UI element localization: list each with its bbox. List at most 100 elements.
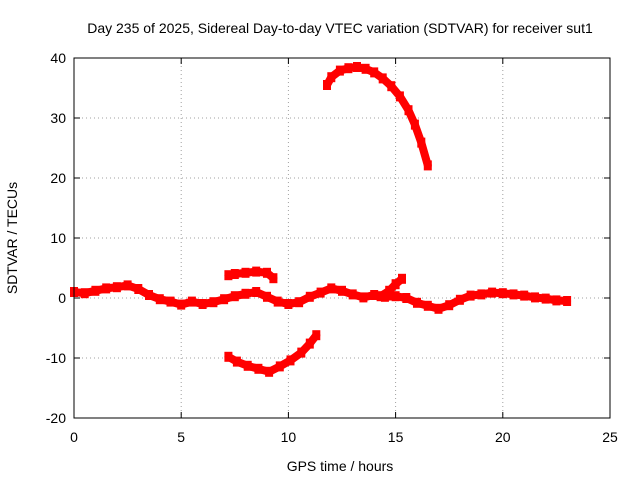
data-point [269,273,278,284]
data-point [155,294,164,305]
data-point [224,351,233,362]
data-point [385,285,394,296]
y-axis-label: SDTVAR / TECUs [4,182,20,294]
x-tick-label: 10 [281,429,297,445]
data-point [370,290,379,300]
data-point [297,347,306,358]
data-point [359,292,368,303]
data-point [402,293,411,303]
grid [74,58,610,418]
data-point [370,67,379,78]
data-point [91,285,100,296]
data-point [509,289,518,300]
data-point [254,363,263,374]
data-point [335,65,344,76]
series-4 [376,273,406,302]
series-line [224,331,321,376]
series-3 [323,62,432,171]
y-tick-label: -10 [46,350,66,366]
data-point [387,81,396,92]
y-tick-label: 20 [50,170,66,186]
data-point [410,119,419,130]
data-point [398,273,406,284]
data-point [243,360,252,371]
data-point [230,269,239,279]
x-tick-label: 25 [602,429,618,445]
data-point [348,289,357,300]
data-point [230,291,239,302]
y-tick-label: 30 [50,110,66,126]
data-point [265,366,274,377]
data-point [498,288,507,299]
data-point [378,73,387,84]
data-point [187,296,196,307]
data-point [275,361,284,372]
data-point [263,291,271,302]
data-point [224,270,233,281]
data-point [327,72,336,83]
data-point [327,283,336,294]
data-point [145,290,153,300]
data-point [563,296,572,306]
series-0 [70,280,572,314]
data-point [391,291,400,302]
data-point [295,297,304,308]
data-point [252,266,261,277]
series-line [323,63,432,170]
series-group [70,62,572,377]
data-point [338,285,346,296]
data-point [323,80,331,90]
data-point [423,300,432,311]
data-point [531,292,539,303]
data-point [455,294,464,305]
data-point [102,283,111,294]
data-point [434,303,443,314]
data-point [353,62,361,72]
data-point [552,295,561,306]
ticks: 0 5 10 15 20 25 -20 -10 0 10 20 30 40 [46,50,618,445]
series-1 [224,266,278,284]
data-point [198,299,207,309]
data-point [404,105,413,116]
data-point [241,267,250,278]
chart-title: Day 235 of 2025, Sidereal Day-to-day VTE… [87,20,593,36]
data-point [391,279,400,290]
data-point [361,63,370,74]
data-point [305,291,314,302]
data-point [477,289,486,300]
x-tick-label: 15 [388,429,404,445]
data-point [312,330,321,341]
data-point [413,297,421,308]
x-tick-label: 20 [495,429,511,445]
y-tick-label: 40 [50,50,66,66]
data-point [488,287,497,298]
data-point [177,299,186,310]
y-tick-label: 0 [58,290,66,306]
data-point [209,297,218,308]
x-tick-label: 0 [70,429,78,445]
data-point [134,284,143,294]
data-point [541,293,550,304]
data-point [80,288,89,299]
data-point [520,290,529,301]
data-point [376,291,385,302]
data-point [423,160,432,171]
y-tick-label: -20 [46,410,66,426]
data-point [232,356,241,367]
data-point [220,294,229,305]
data-point [286,355,295,366]
data-point [445,300,454,311]
data-point [166,296,175,307]
data-point [466,290,475,301]
data-point [316,287,325,298]
x-axis-label: GPS time / hours [287,458,394,474]
data-point [344,63,353,74]
data-point [241,288,250,299]
data-point [123,280,132,291]
data-point [417,137,426,148]
y-tick-label: 10 [50,230,66,246]
data-point [252,287,261,297]
series-2 [224,330,321,377]
x-tick-label: 5 [177,429,185,445]
